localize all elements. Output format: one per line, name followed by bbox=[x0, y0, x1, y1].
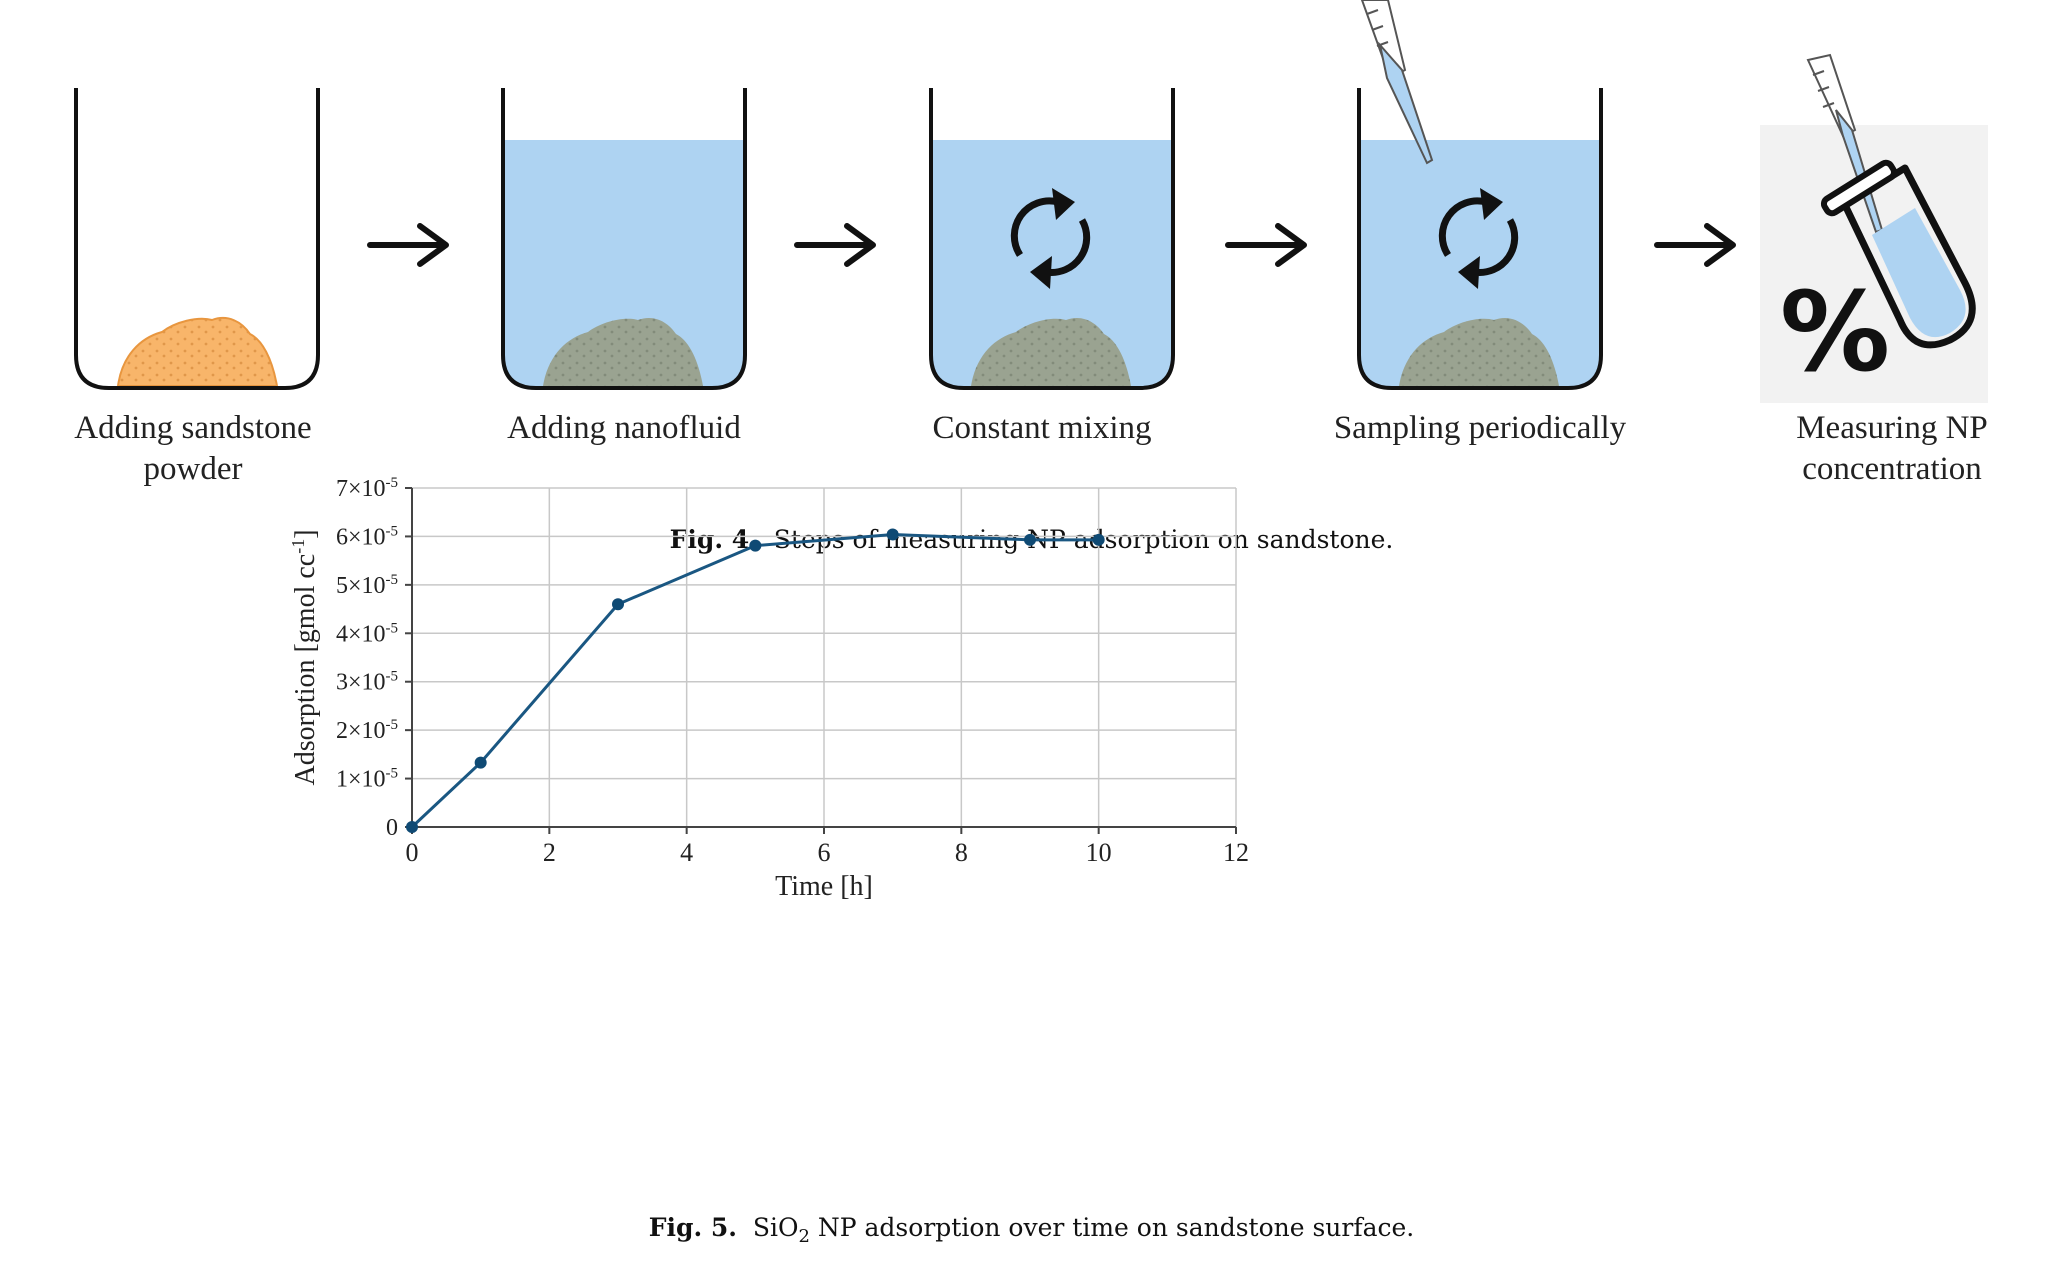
y-axis-title-main: Adsorption [gmol cc bbox=[290, 554, 321, 786]
series-line bbox=[410, 532, 1099, 829]
step-label-line: concentration bbox=[1802, 451, 1982, 487]
x-tick-label: 10 bbox=[1086, 838, 1112, 867]
beaker-step-2 bbox=[501, 88, 747, 390]
y-axis-title-sup: -1 bbox=[290, 539, 308, 554]
chart-axes bbox=[405, 487, 1237, 834]
data-point bbox=[612, 598, 624, 611]
y-tick-base: 2×10 bbox=[336, 718, 386, 744]
test-tube-icon bbox=[1820, 159, 1976, 349]
beaker-outline bbox=[74, 88, 320, 390]
step-label-1: Adding sandstone powder bbox=[23, 408, 363, 490]
y-tick-base: 4×10 bbox=[336, 621, 386, 647]
y-tick-base: 0 bbox=[386, 815, 398, 841]
caption-text-pre: SiO bbox=[752, 1213, 799, 1242]
y-tick-exponent: -5 bbox=[386, 572, 399, 588]
x-tick-label: 4 bbox=[680, 838, 693, 867]
x-tick-label: 6 bbox=[818, 838, 831, 867]
beaker-outline bbox=[1357, 88, 1603, 390]
y-tick-exponent: -5 bbox=[386, 523, 399, 539]
mixing-rotate-icon bbox=[1010, 188, 1091, 289]
y-tick-label: 6×10-5 bbox=[336, 523, 398, 550]
caption-subscript: 2 bbox=[798, 1226, 810, 1247]
step-label-3: Constant mixing bbox=[872, 408, 1212, 449]
data-point bbox=[474, 756, 487, 769]
figure-4-caption: Fig. 4. Steps of measuring NP adsorption… bbox=[0, 525, 2063, 554]
y-tick-base: 3×10 bbox=[336, 670, 386, 696]
y-tick-base: 1×10 bbox=[336, 767, 386, 793]
measuring-panel: % bbox=[1760, 53, 1988, 403]
beaker-step-3 bbox=[929, 88, 1175, 390]
x-tick-label: 2 bbox=[543, 838, 556, 867]
beaker-step-1 bbox=[74, 88, 320, 390]
caption-label: Fig. 5. bbox=[648, 1213, 737, 1242]
y-tick-label: 3×10-5 bbox=[336, 669, 398, 696]
y-tick-exponent: -5 bbox=[386, 620, 399, 636]
y-tick-base: 7×10 bbox=[336, 476, 386, 502]
x-tick-label: 8 bbox=[955, 838, 968, 867]
data-point bbox=[886, 528, 899, 541]
x-tick-label: 12 bbox=[1223, 838, 1249, 867]
y-axis-title-end: ] bbox=[290, 529, 321, 538]
y-tick-exponent: -5 bbox=[386, 669, 399, 685]
chart-series bbox=[406, 528, 1105, 833]
x-tick-labels: 0 2 4 6 8 10 12 bbox=[406, 838, 1250, 867]
step-label-4: Sampling periodically bbox=[1300, 408, 1660, 449]
step-label-line: Measuring NP bbox=[1796, 410, 1988, 446]
step-label-5: Measuring NP concentration bbox=[1722, 408, 2062, 490]
y-tick-exponent: -5 bbox=[386, 766, 399, 782]
y-tick-label: 5×10-5 bbox=[336, 572, 398, 599]
y-tick-exponent: -5 bbox=[386, 475, 399, 491]
data-point bbox=[406, 821, 418, 833]
step-label-line: Constant mixing bbox=[932, 410, 1152, 446]
arrow-right-icon bbox=[1654, 223, 1736, 267]
arrow-right-icon bbox=[367, 223, 449, 267]
y-tick-base: 5×10 bbox=[336, 573, 386, 599]
beaker-outline bbox=[929, 88, 1175, 390]
y-tick-exponent: -5 bbox=[386, 717, 399, 733]
y-tick-base: 6×10 bbox=[336, 524, 386, 550]
caption-text-post: NP adsorption over time on sandstone sur… bbox=[809, 1213, 1415, 1242]
data-point bbox=[749, 539, 762, 552]
x-tick-label: 0 bbox=[406, 838, 419, 867]
pipette-icon bbox=[1360, 0, 1434, 165]
y-tick-label: 7×10-5 bbox=[336, 475, 398, 502]
step-label-line: powder bbox=[143, 451, 243, 487]
y-tick-labels: 01×10-52×10-53×10-54×10-55×10-56×10-57×1… bbox=[336, 475, 398, 841]
beaker-outline bbox=[501, 88, 747, 390]
y-tick-label: 0 bbox=[386, 815, 398, 841]
data-point bbox=[1024, 533, 1036, 546]
data-point bbox=[1092, 533, 1105, 546]
beaker-step-4 bbox=[1357, 0, 1603, 390]
mixing-rotate-icon bbox=[1438, 188, 1519, 289]
y-tick-label: 2×10-5 bbox=[336, 717, 398, 744]
y-axis-title: Adsorption [gmol cc-1] bbox=[290, 529, 321, 785]
y-tick-label: 4×10-5 bbox=[336, 620, 398, 647]
step-label-line: Adding nanofluid bbox=[507, 410, 741, 446]
adsorption-line-chart: 01×10-52×10-53×10-54×10-55×10-56×10-57×1… bbox=[290, 475, 1250, 902]
fig4-diagram: % bbox=[74, 0, 1988, 403]
x-axis-title: Time [h] bbox=[775, 871, 873, 902]
arrow-right-icon bbox=[1225, 223, 1307, 267]
step-label-line: Adding sandstone bbox=[74, 410, 312, 446]
y-tick-label: 1×10-5 bbox=[336, 766, 398, 793]
arrow-right-icon bbox=[794, 223, 876, 267]
step-label-2: Adding nanofluid bbox=[454, 408, 794, 449]
caption-label: Fig. 4. bbox=[669, 525, 758, 554]
figure-5-caption: Fig. 5. SiO2 NP adsorption over time on … bbox=[0, 1213, 2063, 1247]
step-label-line: Sampling periodically bbox=[1333, 410, 1627, 446]
percent-icon: % bbox=[1780, 268, 1890, 396]
